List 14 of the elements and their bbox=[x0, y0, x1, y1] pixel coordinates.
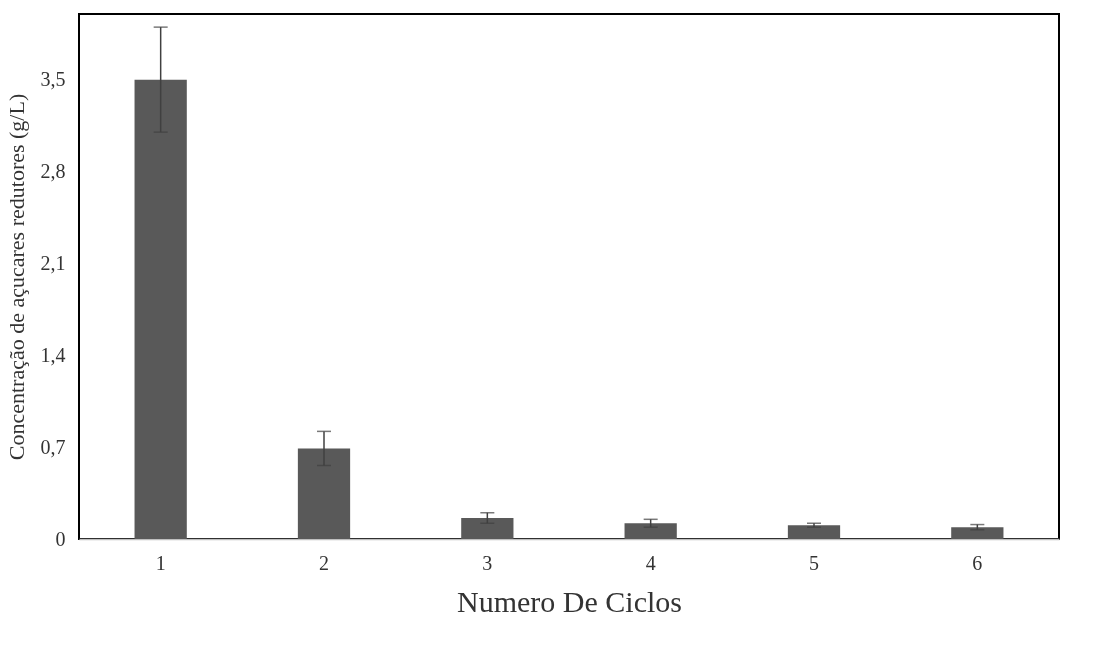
x-tick-label: 2 bbox=[319, 551, 329, 574]
x-tick-label: 4 bbox=[645, 551, 656, 574]
x-tick-label: 1 bbox=[155, 551, 166, 574]
y-tick-label: 2,8 bbox=[40, 160, 66, 182]
y-axis-title: Concentração de açucares redutores (g/L) bbox=[3, 93, 29, 461]
y-tick-label: 2,1 bbox=[40, 251, 66, 274]
x-tick-label: 3 bbox=[482, 551, 493, 574]
x-tick-label: 6 bbox=[972, 551, 983, 574]
x-tick-label: 5 bbox=[809, 551, 819, 574]
x-axis-title: Numero De Ciclos bbox=[457, 584, 682, 618]
y-tick-label: 3,5 bbox=[40, 68, 66, 91]
y-tick-label: 0,7 bbox=[40, 435, 66, 458]
y-tick-label: 0 bbox=[55, 527, 66, 550]
y-tick-label: 1,4 bbox=[40, 343, 66, 366]
